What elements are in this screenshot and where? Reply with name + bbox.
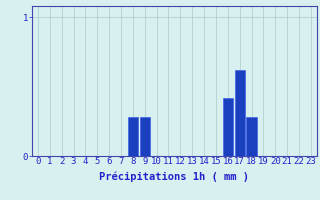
- Bar: [128, 117, 138, 156]
- Bar: [223, 98, 233, 156]
- Bar: [246, 117, 257, 156]
- Bar: [140, 117, 150, 156]
- Bar: [235, 70, 245, 156]
- X-axis label: Précipitations 1h ( mm ): Précipitations 1h ( mm ): [100, 172, 249, 182]
